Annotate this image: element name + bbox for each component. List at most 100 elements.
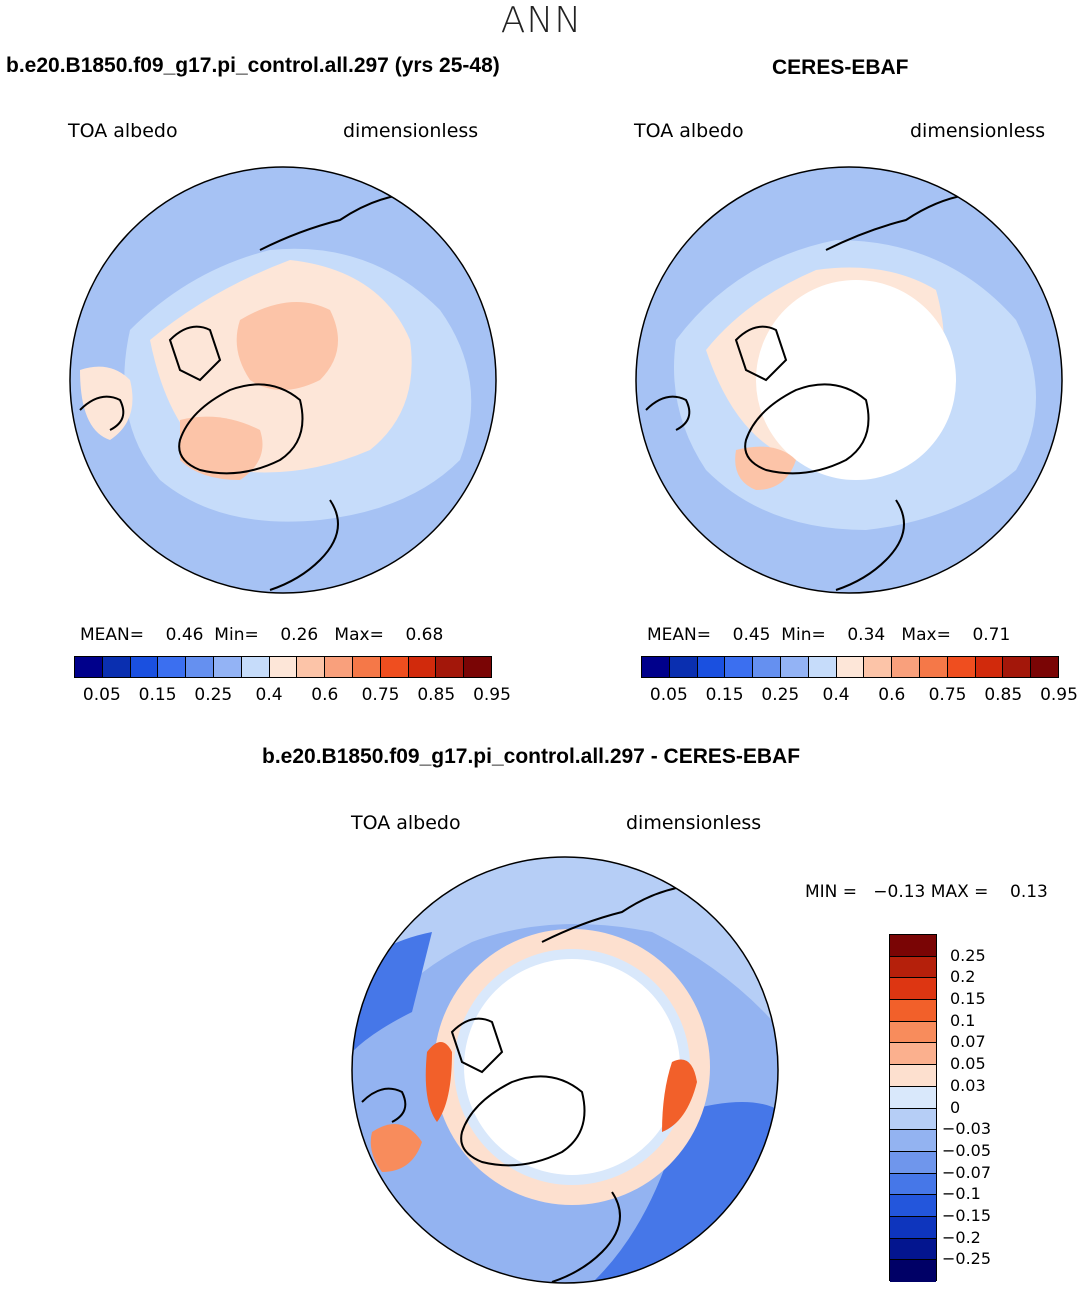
diff-min-label: MIN = — [805, 882, 858, 902]
colorbar-swatch — [269, 657, 298, 677]
colorbar-swatch — [464, 657, 491, 677]
diff-panel-title: b.e20.B1850.f09_g17.pi_control.all.297 -… — [262, 745, 801, 768]
obs-missing-data-cap — [756, 280, 956, 480]
colorbar-tick-label: 0.07 — [950, 1032, 986, 1052]
colorbar-swatch — [890, 1021, 936, 1044]
colorbar-swatch — [1031, 657, 1058, 677]
diff-polar-map — [351, 856, 779, 1284]
diff-max-label: MAX = — [930, 882, 989, 902]
colorbar-swatch — [297, 657, 326, 677]
colorbar-swatch — [725, 657, 754, 677]
colorbar-swatch — [241, 657, 270, 677]
colorbar-swatch — [1003, 657, 1032, 677]
colorbar-swatch — [102, 657, 131, 677]
colorbar-swatch — [975, 657, 1004, 677]
colorbar-swatch — [890, 1043, 936, 1066]
colorbar-swatch — [890, 1238, 936, 1261]
colorbar-tick-label: 0.4 — [255, 685, 283, 705]
model-max-value: 0.68 — [405, 625, 444, 645]
colorbar-tick-label: 0.05 — [649, 685, 688, 705]
diff-colorbar — [889, 934, 937, 1282]
colorbar-tick-label: 0 — [950, 1097, 961, 1117]
super-title: ANN — [500, 0, 583, 41]
colorbar-swatch — [808, 657, 837, 677]
colorbar-tick-label: 0.85 — [417, 685, 456, 705]
colorbar-tick-label: 0.6 — [878, 685, 906, 705]
colorbar-swatch — [890, 1216, 936, 1239]
colorbar-swatch — [75, 657, 103, 677]
colorbar-swatch — [158, 657, 187, 677]
colorbar-swatch — [753, 657, 781, 677]
model-stats: MEAN= 0.46 Min= 0.26 Max= 0.68 — [80, 625, 443, 645]
colorbar-tick-label: 0.05 — [82, 685, 121, 705]
colorbar-tick-label: 0.4 — [822, 685, 850, 705]
colorbar-swatch — [669, 657, 698, 677]
colorbar-swatch — [697, 657, 726, 677]
colorbar-swatch — [890, 1195, 936, 1217]
colorbar-tick-label: −0.1 — [942, 1184, 981, 1204]
colorbar-tick-label: −0.05 — [942, 1140, 992, 1160]
colorbar-tick-label: 0.2 — [950, 967, 976, 987]
model-coastlines — [79, 194, 401, 591]
colorbar-tick-label: −0.25 — [942, 1249, 992, 1269]
model-colorbar — [74, 656, 492, 678]
colorbar-swatch — [780, 657, 809, 677]
obs-mean-label: MEAN= — [647, 625, 711, 645]
obs-panel-title: CERES-EBAF — [772, 56, 909, 79]
colorbar-tick-label: 0.1 — [950, 1010, 976, 1030]
model-min-value: 0.26 — [280, 625, 319, 645]
colorbar-tick-label: 0.75 — [361, 685, 400, 705]
colorbar-tick-label: 0.95 — [473, 685, 511, 705]
obs-max-value: 0.71 — [972, 625, 1011, 645]
colorbar-swatch — [890, 1130, 936, 1152]
colorbar-swatch — [380, 657, 409, 677]
diff-stats: MIN = −0.13 MAX = 0.13 — [805, 882, 1048, 902]
colorbar-swatch — [836, 657, 865, 677]
diff-coastlines — [361, 886, 683, 1283]
obs-min-value: 0.34 — [847, 625, 886, 645]
colorbar-tick-label: 0.15 — [138, 685, 177, 705]
colorbar-swatch — [892, 657, 920, 677]
diff-min-value: −0.13 — [873, 882, 926, 902]
diff-colorbar-ticks: 0.25 0.2 0.15 0.1 0.07 0.05 0.03 0 −0.03 −0.05 −0.… — [942, 934, 1022, 1281]
model-min-label: Min= — [214, 625, 259, 645]
obs-max-label: Max= — [901, 625, 951, 645]
colorbar-tick-label: −0.2 — [942, 1227, 981, 1247]
colorbar-tick-label: 0.6 — [311, 685, 339, 705]
colorbar-swatch — [890, 1086, 936, 1109]
colorbar-tick-label: 0.75 — [928, 685, 967, 705]
colorbar-swatch — [890, 1151, 936, 1174]
diff-map-border — [351, 856, 779, 1284]
obs-stats: MEAN= 0.45 Min= 0.34 Max= 0.71 — [647, 625, 1010, 645]
colorbar-tick-label: 0.95 — [1040, 685, 1078, 705]
colorbar-swatch — [352, 657, 381, 677]
model-units-label: dimensionless — [343, 120, 479, 142]
colorbar-tick-label: 0.15 — [705, 685, 744, 705]
colorbar-swatch — [130, 657, 159, 677]
model-map-border — [69, 166, 497, 594]
colorbar-swatch — [642, 657, 670, 677]
colorbar-tick-label: 0.85 — [984, 685, 1023, 705]
colorbar-tick-label: 0.03 — [950, 1075, 986, 1095]
obs-polar-map — [635, 166, 1063, 594]
colorbar-swatch — [325, 657, 353, 677]
model-mean-value: 0.46 — [165, 625, 204, 645]
colorbar-tick-label: −0.03 — [942, 1119, 992, 1139]
colorbar-swatch — [890, 978, 936, 1001]
colorbar-tick-label: −0.15 — [942, 1205, 992, 1225]
colorbar-swatch — [890, 935, 936, 957]
colorbar-swatch — [890, 1000, 936, 1022]
colorbar-swatch — [890, 1065, 936, 1087]
colorbar-tick-label: 0.25 — [761, 685, 800, 705]
diff-variable-label: TOA albedo — [351, 812, 461, 834]
obs-variable-label: TOA albedo — [634, 120, 744, 142]
colorbar-swatch — [436, 657, 465, 677]
colorbar-swatch — [186, 657, 214, 677]
colorbar-tick-label: 0.25 — [950, 945, 986, 965]
colorbar-tick-label: 0.15 — [950, 989, 986, 1009]
colorbar-swatch — [919, 657, 948, 677]
model-mean-label: MEAN= — [80, 625, 144, 645]
diff-max-value: 0.13 — [1010, 882, 1048, 902]
obs-coastlines — [645, 194, 967, 591]
colorbar-swatch — [947, 657, 976, 677]
